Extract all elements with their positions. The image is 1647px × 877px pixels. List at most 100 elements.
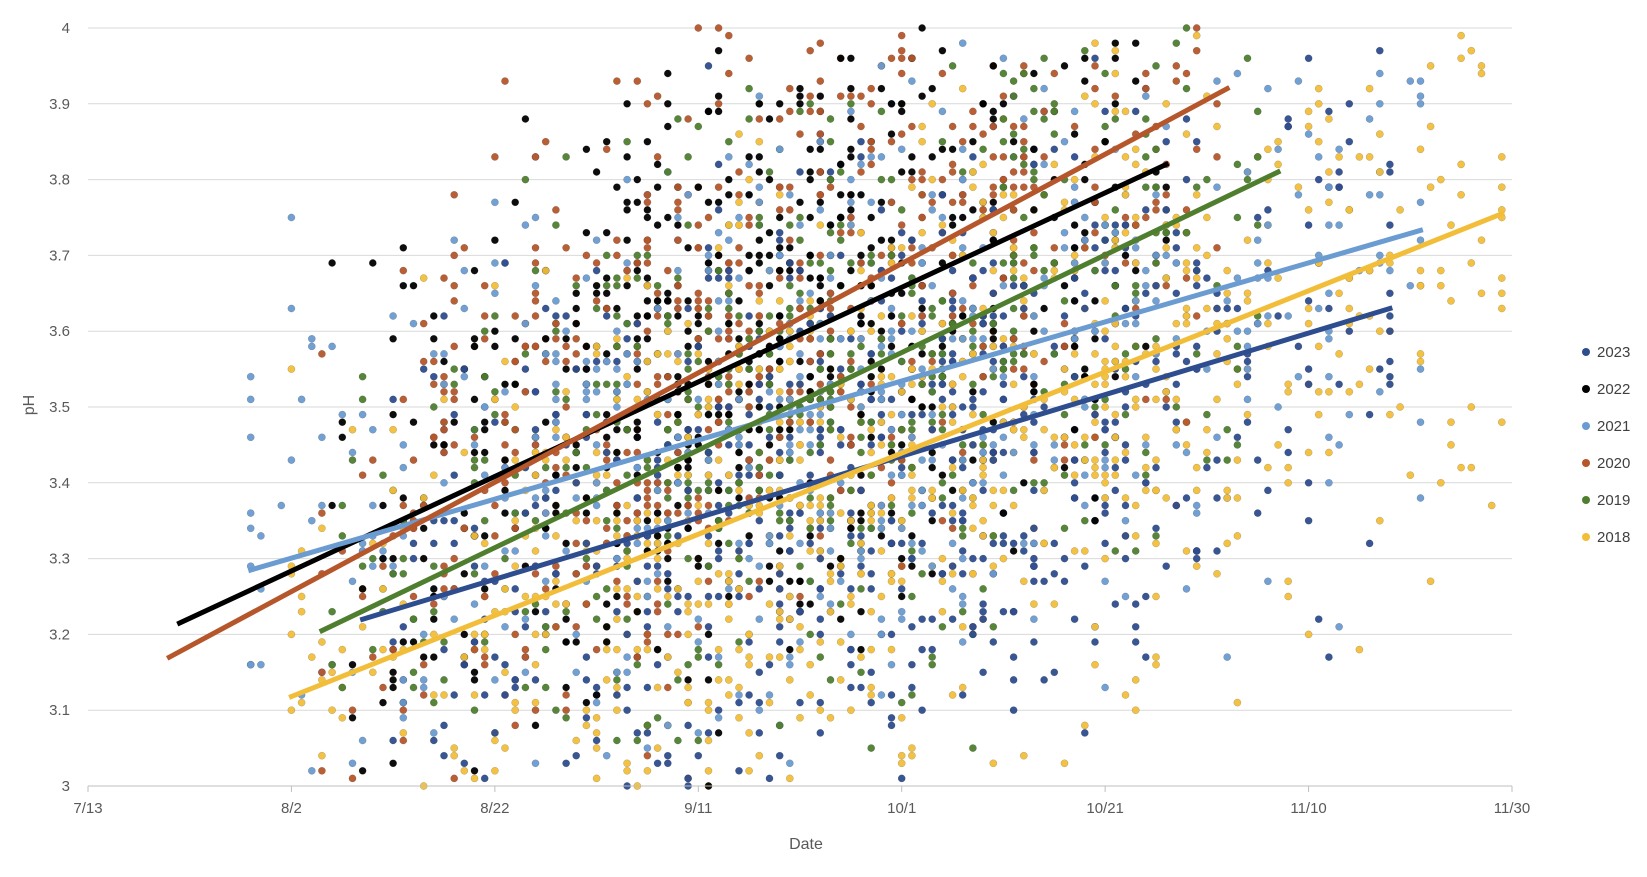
- data-point-2020: [918, 312, 926, 320]
- data-point-2023: [1172, 418, 1181, 427]
- data-point-2020: [1121, 213, 1130, 222]
- data-point-2021: [1121, 516, 1130, 525]
- data-point-2021: [623, 668, 631, 677]
- data-point-2018: [1080, 721, 1089, 730]
- data-point-2023: [948, 615, 957, 624]
- data-point-2020: [694, 334, 703, 343]
- data-point-2019: [592, 592, 601, 601]
- data-point-2021: [521, 668, 530, 677]
- data-point-2023: [948, 456, 957, 464]
- data-point-2021: [1416, 418, 1425, 427]
- data-point-2023: [1121, 554, 1130, 563]
- data-point-2020: [897, 54, 906, 63]
- data-point-2021: [592, 501, 601, 510]
- data-point-2019: [796, 236, 804, 245]
- data-point-2020: [816, 251, 825, 260]
- data-point-2023: [429, 539, 438, 548]
- data-point-2021: [724, 153, 733, 161]
- data-point-2022: [643, 274, 652, 282]
- data-point-2018: [938, 577, 947, 586]
- data-point-2023: [755, 729, 764, 737]
- data-point-2019: [633, 342, 642, 351]
- data-point-2018: [1304, 122, 1313, 131]
- data-point-2023: [1050, 569, 1059, 578]
- data-point-2020: [877, 251, 886, 260]
- data-point-2018: [1192, 31, 1201, 40]
- data-point-2020: [806, 92, 815, 101]
- data-point-2023: [1101, 334, 1109, 343]
- data-point-2021: [653, 569, 662, 578]
- data-point-2018: [440, 691, 448, 699]
- data-point-2023: [552, 486, 560, 495]
- data-point-2019: [1060, 471, 1069, 480]
- data-point-2021: [1264, 577, 1272, 586]
- data-point-2022: [582, 509, 591, 517]
- data-point-2019: [887, 501, 896, 510]
- data-point-2019: [521, 175, 530, 184]
- data-point-2020: [521, 342, 530, 351]
- data-point-2019: [847, 539, 855, 548]
- data-point-2023: [1019, 547, 1028, 555]
- data-point-2018: [775, 615, 784, 624]
- data-point-2022: [602, 228, 611, 237]
- data-point-2018: [1131, 706, 1140, 715]
- data-point-2020: [409, 456, 418, 464]
- data-point-2018: [450, 751, 459, 760]
- data-point-2020: [948, 251, 957, 260]
- data-point-2020: [887, 137, 896, 146]
- data-point-2021: [663, 622, 672, 631]
- data-point-2022: [735, 297, 743, 305]
- data-point-2022: [775, 425, 784, 434]
- data-point-2021: [847, 175, 855, 184]
- data-point-2023: [989, 539, 998, 548]
- data-point-2022: [969, 387, 977, 396]
- data-point-2020: [684, 115, 692, 123]
- data-point-2020: [379, 683, 387, 692]
- data-point-2021: [1416, 77, 1425, 85]
- data-point-2021: [663, 721, 672, 730]
- data-point-2019: [989, 532, 998, 540]
- data-point-2020: [440, 448, 448, 457]
- data-point-2019: [572, 448, 581, 457]
- data-point-2019: [653, 713, 662, 722]
- data-point-2020: [552, 206, 560, 214]
- data-point-2020: [897, 69, 906, 78]
- data-point-2022: [368, 259, 377, 267]
- data-point-2018: [785, 615, 794, 624]
- legend-marker-2022: [1582, 385, 1590, 393]
- data-point-2018: [684, 683, 692, 692]
- data-point-2022: [724, 319, 733, 328]
- data-point-2018: [1050, 600, 1059, 608]
- data-point-2019: [358, 395, 367, 404]
- data-point-2018: [389, 425, 397, 434]
- data-point-2018: [1091, 660, 1099, 669]
- data-point-2018: [613, 683, 621, 692]
- x-tick-label: 11/10: [1290, 800, 1326, 817]
- data-point-2023: [602, 448, 611, 457]
- data-point-2019: [470, 569, 479, 578]
- data-point-2021: [450, 615, 459, 624]
- data-point-2018: [1182, 312, 1191, 320]
- data-point-2023: [694, 751, 703, 760]
- data-point-2018: [348, 425, 357, 434]
- data-point-2019: [857, 433, 865, 442]
- data-point-2023: [1141, 478, 1150, 487]
- data-point-2018: [887, 410, 896, 419]
- data-point-2020: [1091, 433, 1099, 442]
- data-point-2020: [724, 312, 733, 320]
- data-point-2018: [1111, 69, 1120, 78]
- data-point-2019: [867, 524, 876, 533]
- data-point-2021: [572, 668, 581, 677]
- data-point-2023: [674, 607, 682, 616]
- data-point-2018: [1152, 653, 1160, 661]
- data-point-2023: [562, 312, 570, 320]
- data-point-2023: [1284, 425, 1293, 434]
- data-point-2023: [1192, 547, 1201, 555]
- data-point-2021: [877, 516, 886, 525]
- data-point-2022: [928, 463, 937, 472]
- data-point-2020: [938, 516, 947, 525]
- data-point-2023: [1101, 448, 1109, 457]
- data-point-2019: [938, 622, 947, 631]
- data-point-2018: [521, 592, 530, 601]
- data-point-2021: [704, 251, 713, 260]
